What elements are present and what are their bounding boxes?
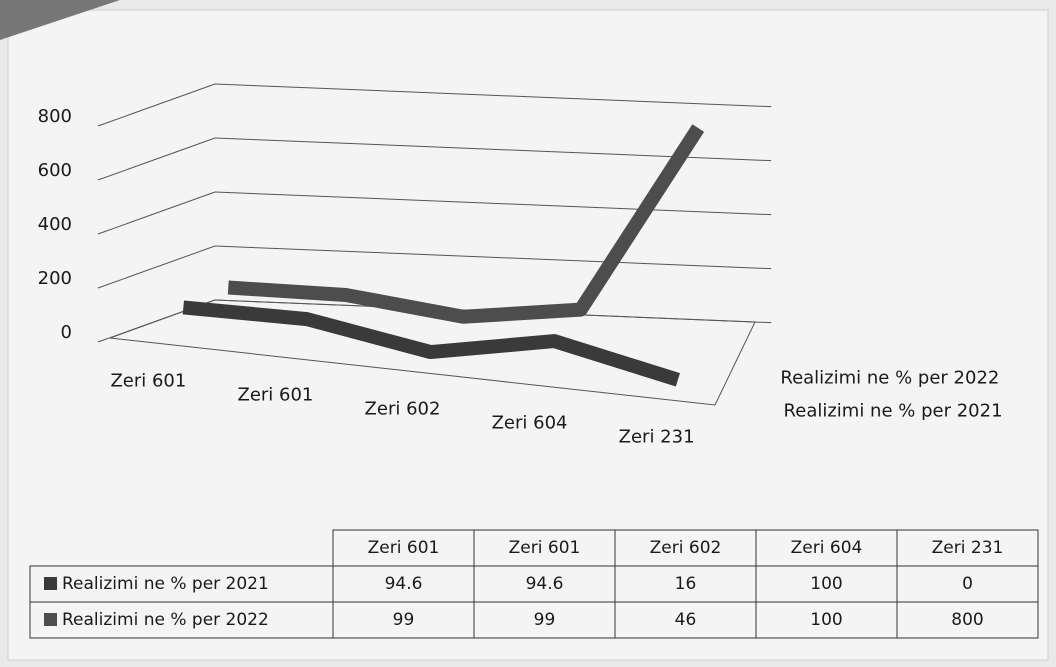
y-tick-label: 0 <box>61 322 72 343</box>
table-cell: 94.6 <box>385 574 423 594</box>
series-label: Realizimi ne % per 2021 <box>784 400 1003 421</box>
table-cell: 99 <box>393 610 415 630</box>
x-tick-label: Zeri 601 <box>110 370 186 391</box>
x-tick-label: Zeri 604 <box>492 413 568 434</box>
table-cell: 94.6 <box>526 574 564 594</box>
series-line <box>227 124 705 324</box>
table-header: Zeri 604 <box>791 538 863 558</box>
table-header: Zeri 602 <box>650 538 722 558</box>
table-row-label: Realizimi ne % per 2022 <box>62 610 269 630</box>
y-tick-label: 200 <box>38 268 72 289</box>
table-cell: 46 <box>675 610 697 630</box>
x-tick-label: Zeri 231 <box>619 427 695 448</box>
table-cell: 99 <box>534 610 556 630</box>
table-cell: 800 <box>951 610 983 630</box>
grid-line <box>214 83 772 108</box>
y-tick-label: 600 <box>38 160 72 181</box>
series-label: Realizimi ne % per 2022 <box>780 367 999 388</box>
grid-line <box>214 191 772 216</box>
table-cell: 16 <box>675 574 697 594</box>
series-line <box>182 300 680 387</box>
table-cell: 0 <box>962 574 973 594</box>
table-header: Zeri 231 <box>932 538 1004 558</box>
table-header: Zeri 601 <box>509 538 581 558</box>
table-cell: 100 <box>810 574 842 594</box>
legend-key <box>44 613 57 626</box>
corner-shadow <box>0 0 120 40</box>
grid-line <box>214 245 772 270</box>
grid-line <box>97 83 216 127</box>
grid-line <box>97 245 216 289</box>
x-tick-label: Zeri 602 <box>365 399 441 420</box>
grid-line <box>97 137 216 181</box>
legend-key <box>44 577 57 590</box>
y-tick-label: 400 <box>38 214 72 235</box>
table-cell: 100 <box>810 610 842 630</box>
x-tick-label: Zeri 601 <box>238 384 314 405</box>
chart-area <box>7 9 1049 661</box>
grid-line <box>97 191 216 235</box>
y-tick-label: 800 <box>38 106 72 127</box>
table-row-label: Realizimi ne % per 2021 <box>62 574 269 594</box>
table-header: Zeri 601 <box>368 538 440 558</box>
